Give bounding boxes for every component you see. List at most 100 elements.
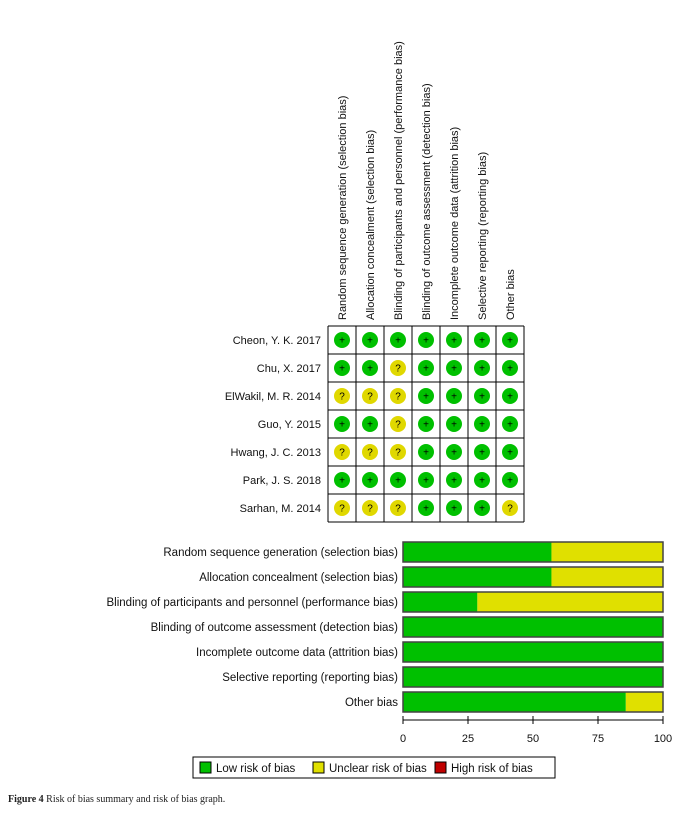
legend-label: High risk of bias: [451, 763, 533, 775]
unclear-risk-marker: [390, 444, 406, 460]
caption-label: Figure 4: [8, 794, 44, 805]
bar-segment: [551, 542, 663, 562]
bar-outline: [402, 541, 664, 563]
low-risk-marker: [418, 332, 434, 348]
low-risk-marker: [446, 416, 462, 432]
marker-symbol: +: [423, 364, 429, 375]
column-header: Selective reporting (reporting bias): [477, 152, 489, 320]
x-tick-label: 0: [400, 733, 406, 745]
low-risk-marker: [334, 332, 350, 348]
bar-segment: [403, 617, 663, 637]
low-risk-marker: [418, 360, 434, 376]
unclear-risk-marker: [334, 388, 350, 404]
unclear-risk-marker: [362, 444, 378, 460]
study-label: Chu, X. 2017: [257, 363, 321, 375]
category-label: Other bias: [345, 697, 398, 709]
marker-symbol: +: [479, 420, 485, 431]
low-risk-marker: [418, 500, 434, 516]
low-risk-marker: [502, 472, 518, 488]
marker-symbol: +: [395, 336, 401, 347]
low-risk-marker: [362, 332, 378, 348]
marker-symbol: +: [339, 336, 345, 347]
low-risk-marker: [418, 416, 434, 432]
low-risk-marker: [446, 500, 462, 516]
bar-segment: [477, 592, 663, 612]
category-label: Random sequence generation (selection bi…: [163, 547, 398, 559]
marker-symbol: ?: [367, 504, 373, 515]
unclear-risk-marker: [362, 388, 378, 404]
unclear-risk-marker: [362, 500, 378, 516]
study-label: Sarhan, M. 2014: [240, 503, 321, 515]
unclear-risk-marker: [334, 500, 350, 516]
marker-symbol: +: [423, 420, 429, 431]
low-risk-marker: [474, 360, 490, 376]
marker-symbol: ?: [507, 504, 513, 515]
marker-symbol: +: [423, 448, 429, 459]
low-risk-marker: [390, 332, 406, 348]
marker-symbol: +: [507, 364, 513, 375]
x-tick-label: 50: [527, 733, 539, 745]
marker-symbol: +: [423, 476, 429, 487]
category-label: Selective reporting (reporting bias): [222, 672, 398, 684]
marker-symbol: ?: [339, 504, 345, 515]
low-risk-marker: [502, 388, 518, 404]
low-risk-marker: [474, 444, 490, 460]
legend: [192, 756, 556, 779]
low-risk-marker: [502, 360, 518, 376]
figure-caption: Figure 4 Risk of bias summary and risk o…: [8, 794, 225, 805]
low-risk-marker: [334, 360, 350, 376]
marker-symbol: ?: [339, 392, 345, 403]
column-header: Blinding of outcome assessment (detectio…: [421, 83, 433, 320]
marker-symbol: +: [395, 476, 401, 487]
marker-symbol: ?: [395, 392, 401, 403]
marker-symbol: +: [479, 392, 485, 403]
unclear-risk-marker: [390, 388, 406, 404]
category-label: Blinding of outcome assessment (detectio…: [151, 622, 399, 634]
marker-symbol: +: [507, 336, 513, 347]
x-tick-label: 25: [462, 733, 474, 745]
marker-symbol: +: [451, 504, 457, 515]
low-risk-marker: [446, 332, 462, 348]
marker-symbol: ?: [367, 448, 373, 459]
column-header: Other bias: [505, 269, 517, 320]
bar-segment: [403, 542, 552, 562]
legend-swatch: [312, 761, 325, 774]
marker-symbol: +: [451, 448, 457, 459]
marker-symbol: +: [423, 392, 429, 403]
low-risk-marker: [334, 472, 350, 488]
bar-outline: [402, 641, 664, 663]
column-header: Blinding of participants and personnel (…: [393, 41, 405, 320]
marker-symbol: ?: [395, 448, 401, 459]
unclear-risk-marker: [502, 500, 518, 516]
marker-symbol: ?: [339, 448, 345, 459]
marker-symbol: +: [451, 364, 457, 375]
bar-segment: [403, 642, 663, 662]
study-label: Guo, Y. 2015: [258, 419, 321, 431]
low-risk-marker: [446, 472, 462, 488]
column-header: Random sequence generation (selection bi…: [337, 96, 349, 320]
low-risk-marker: [446, 360, 462, 376]
marker-symbol: +: [479, 336, 485, 347]
unclear-risk-marker: [334, 444, 350, 460]
low-risk-marker: [446, 444, 462, 460]
bar-outline: [402, 666, 664, 688]
bar-segment: [551, 567, 663, 587]
study-label: ElWakil, M. R. 2014: [225, 391, 321, 403]
marker-symbol: +: [367, 336, 373, 347]
study-label: Cheon, Y. K. 2017: [233, 335, 321, 347]
low-risk-marker: [334, 416, 350, 432]
low-risk-marker: [474, 500, 490, 516]
unclear-risk-marker: [390, 360, 406, 376]
marker-symbol: +: [451, 420, 457, 431]
low-risk-marker: [502, 416, 518, 432]
marker-symbol: +: [479, 364, 485, 375]
marker-symbol: +: [367, 420, 373, 431]
low-risk-marker: [474, 388, 490, 404]
marker-symbol: ?: [367, 392, 373, 403]
marker-symbol: +: [423, 504, 429, 515]
marker-symbol: +: [507, 476, 513, 487]
bar-segment: [403, 667, 663, 687]
legend-swatch: [199, 761, 212, 774]
marker-symbol: +: [339, 364, 345, 375]
